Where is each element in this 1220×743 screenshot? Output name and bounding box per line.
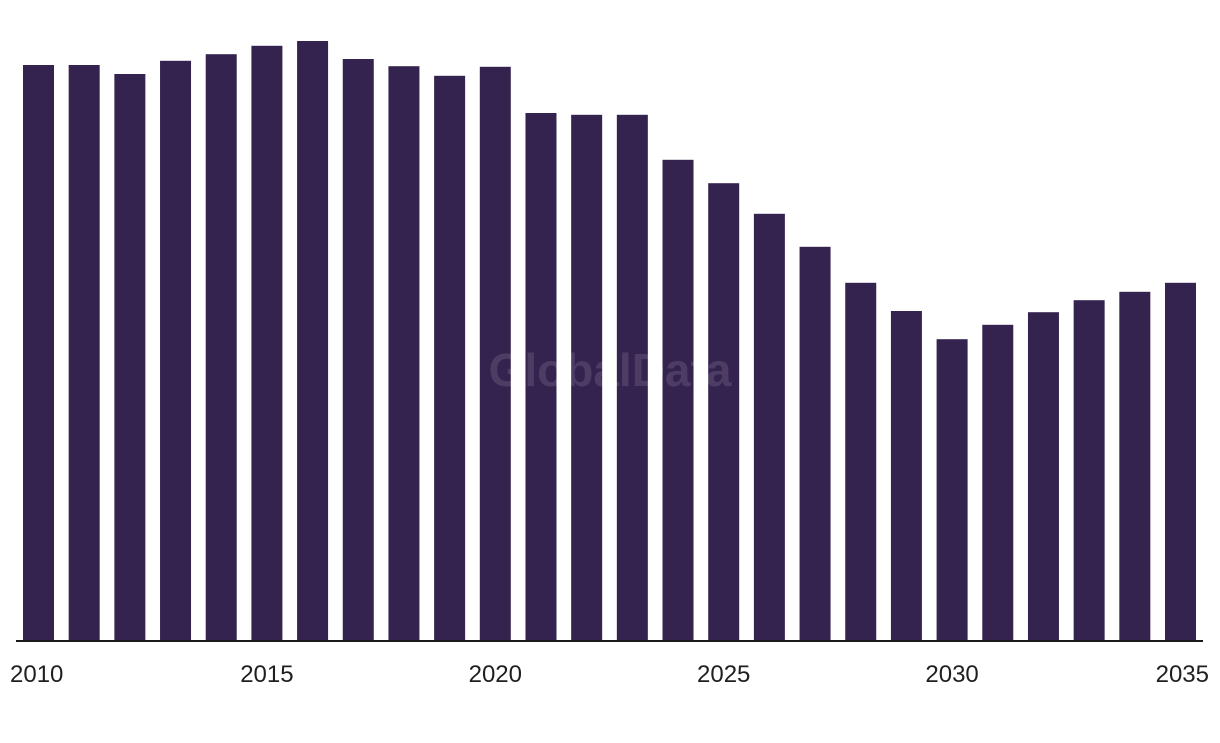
bar-2014 [205,54,237,641]
x-tick-label-2015: 2015 [240,661,293,688]
x-axis-tick-labels: 2010 2015 2020 2025 2030 2035 [10,661,1209,688]
bar-2022 [571,114,603,642]
bar-2029 [890,311,922,641]
x-tick-label-2035: 2035 [1156,661,1209,688]
bars-group [23,41,1196,642]
bar-2019 [434,75,466,642]
bar-2015 [251,45,283,642]
x-tick-label-2030: 2030 [925,661,978,688]
x-tick-label-2010: 2010 [10,661,63,688]
bar-2018 [388,66,420,641]
watermark-text: GlobalData [489,344,732,396]
x-tick-label-2020: 2020 [469,661,522,688]
bar-2024 [662,159,694,642]
bar-2020 [479,66,511,642]
bar-2011 [68,65,100,641]
bar-2033 [1073,300,1105,641]
bar-2017 [342,59,374,641]
bar-2028 [845,282,877,641]
bar-2025 [708,183,740,641]
bar-2016 [297,41,329,641]
bar-2013 [160,60,192,642]
bar-2021 [525,113,557,641]
bar-2032 [1027,312,1059,641]
bar-2026 [753,213,785,642]
x-tick-label-2025: 2025 [697,661,750,688]
bar-2035 [1165,282,1196,641]
bar-2023 [616,114,648,642]
bar-2012 [114,74,146,641]
bar-2030 [936,339,968,641]
bar-2010 [23,65,54,641]
bar-2027 [799,246,831,642]
bar-2034 [1119,291,1151,641]
bar-2031 [982,324,1014,641]
